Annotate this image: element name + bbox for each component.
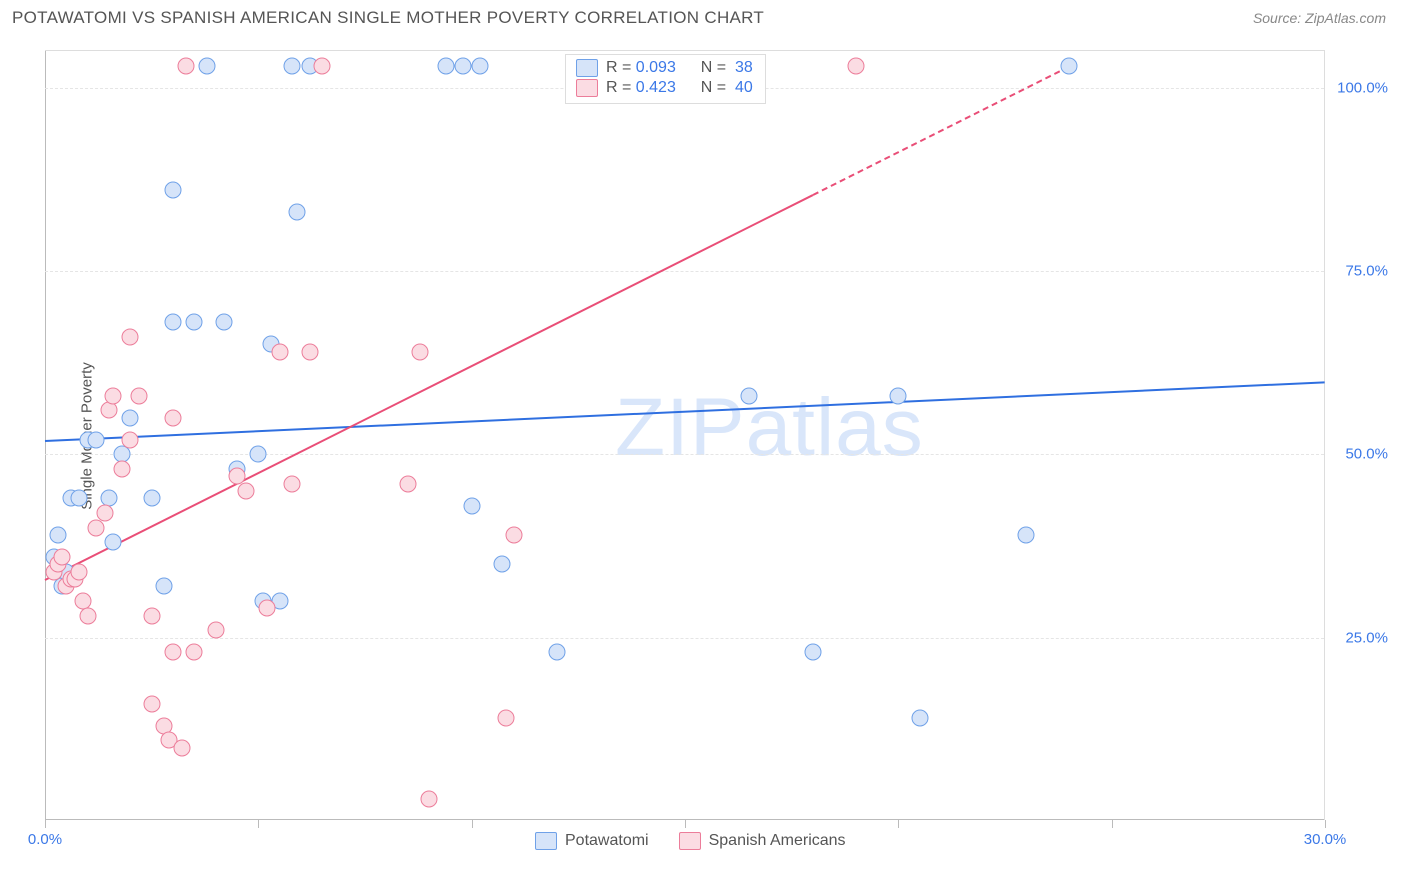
x-tick: [45, 820, 46, 828]
x-tick-label: 30.0%: [1304, 831, 1347, 848]
trend-line: [813, 66, 1070, 196]
scatter-point: [173, 739, 190, 756]
y-tick-label: 75.0%: [1345, 263, 1388, 280]
x-tick: [472, 820, 473, 828]
scatter-point: [101, 402, 118, 419]
scatter-point: [71, 563, 88, 580]
legend-item: Potawatomi: [535, 832, 649, 850]
stats-box: R = 0.093 N = 38 R = 0.423 N = 40: [565, 54, 766, 104]
scatter-point: [54, 549, 71, 566]
scatter-point: [122, 409, 139, 426]
chart-title: POTAWATOMI VS SPANISH AMERICAN SINGLE MO…: [12, 8, 764, 28]
scatter-point: [314, 57, 331, 74]
scatter-point: [88, 431, 105, 448]
scatter-point: [493, 556, 510, 573]
x-tick: [1325, 820, 1326, 828]
scatter-point: [472, 57, 489, 74]
scatter-point: [143, 695, 160, 712]
scatter-point: [49, 527, 66, 544]
scatter-point: [911, 710, 928, 727]
legend-label: Potawatomi: [565, 832, 649, 850]
series-swatch: [576, 79, 598, 97]
legend-label: Spanish Americans: [709, 832, 846, 850]
scatter-point: [165, 644, 182, 661]
scatter-point: [186, 644, 203, 661]
scatter-point: [399, 475, 416, 492]
scatter-point: [237, 483, 254, 500]
scatter-point: [143, 607, 160, 624]
scatter-point: [207, 622, 224, 639]
scatter-point: [1061, 57, 1078, 74]
scatter-point: [96, 505, 113, 522]
x-tick: [258, 820, 259, 828]
scatter-point: [250, 446, 267, 463]
scatter-point: [122, 431, 139, 448]
scatter-point: [88, 519, 105, 536]
scatter-point: [284, 475, 301, 492]
chart-container: ZIPatlas Single Mother Poverty 25.0%50.0…: [45, 50, 1395, 820]
scatter-point: [847, 57, 864, 74]
scatter-point: [288, 204, 305, 221]
source-label: Source: ZipAtlas.com: [1253, 10, 1386, 26]
x-tick-label: 0.0%: [28, 831, 62, 848]
x-tick: [685, 820, 686, 828]
series-swatch: [576, 59, 598, 77]
scatter-point: [497, 710, 514, 727]
scatter-point: [284, 57, 301, 74]
x-tick: [898, 820, 899, 828]
scatter-point: [177, 57, 194, 74]
x-tick: [1112, 820, 1113, 828]
scatter-point: [438, 57, 455, 74]
scatter-point: [463, 497, 480, 514]
stats-row: R = 0.093 N = 38: [576, 59, 753, 77]
legend-swatch: [679, 832, 701, 850]
scatter-point: [105, 534, 122, 551]
plot-area: ZIPatlas Single Mother Poverty 25.0%50.0…: [45, 50, 1325, 820]
scatter-point: [506, 527, 523, 544]
r-label: R = 0.093: [606, 59, 676, 77]
scatter-point: [805, 644, 822, 661]
scatter-point: [1018, 527, 1035, 544]
trend-line: [45, 381, 1325, 442]
scatter-point: [79, 607, 96, 624]
stats-row: R = 0.423 N = 40: [576, 79, 753, 97]
watermark: ZIPatlas: [615, 381, 924, 475]
y-axis: [45, 51, 46, 820]
scatter-point: [156, 578, 173, 595]
legend-item: Spanish Americans: [679, 832, 846, 850]
scatter-point: [105, 387, 122, 404]
y-tick-label: 50.0%: [1345, 446, 1388, 463]
scatter-point: [130, 387, 147, 404]
scatter-point: [165, 182, 182, 199]
scatter-point: [122, 329, 139, 346]
gridline-h: [45, 454, 1324, 455]
legend-swatch: [535, 832, 557, 850]
scatter-point: [258, 600, 275, 617]
scatter-point: [549, 644, 566, 661]
scatter-point: [271, 343, 288, 360]
y-tick-label: 25.0%: [1345, 629, 1388, 646]
legend: Potawatomi Spanish Americans: [535, 832, 846, 850]
gridline-h: [45, 271, 1324, 272]
gridline-h: [45, 638, 1324, 639]
r-label: R = 0.423: [606, 79, 676, 97]
scatter-point: [412, 343, 429, 360]
scatter-point: [186, 314, 203, 331]
scatter-point: [113, 461, 130, 478]
y-tick-label: 100.0%: [1337, 79, 1388, 96]
scatter-point: [216, 314, 233, 331]
n-label: N = 38: [701, 59, 753, 77]
scatter-point: [199, 57, 216, 74]
scatter-point: [165, 409, 182, 426]
scatter-point: [165, 314, 182, 331]
scatter-point: [890, 387, 907, 404]
scatter-point: [421, 791, 438, 808]
scatter-point: [741, 387, 758, 404]
scatter-point: [143, 490, 160, 507]
scatter-point: [301, 343, 318, 360]
n-label: N = 40: [701, 79, 753, 97]
scatter-point: [71, 490, 88, 507]
trend-line: [45, 194, 814, 581]
scatter-point: [455, 57, 472, 74]
